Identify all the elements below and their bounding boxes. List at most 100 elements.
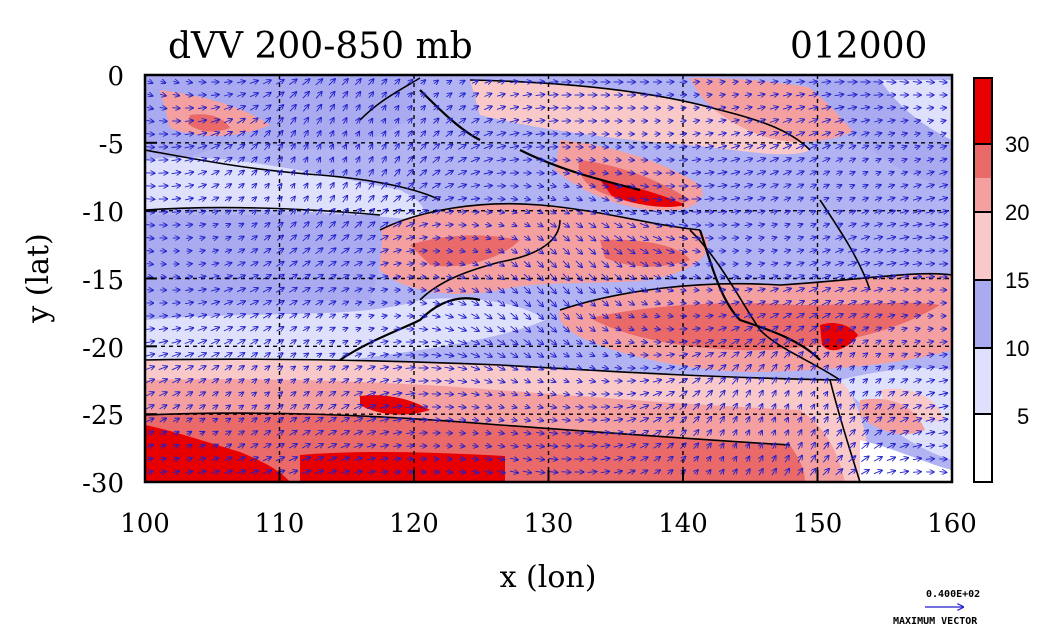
wind-vector bbox=[691, 225, 700, 226]
wind-vector bbox=[549, 235, 556, 241]
wind-vector bbox=[316, 105, 322, 112]
wind-vector bbox=[730, 172, 740, 174]
wind-vector bbox=[186, 251, 192, 252]
wind-vector bbox=[524, 224, 529, 227]
wind-vector bbox=[849, 198, 854, 200]
y-axis-label: y (lat) bbox=[21, 233, 56, 323]
wind-vector bbox=[913, 172, 921, 174]
wind-vector bbox=[925, 459, 934, 460]
wind-vector bbox=[407, 144, 413, 151]
wind-vector bbox=[757, 94, 764, 96]
wind-vector bbox=[900, 198, 907, 201]
wind-vector bbox=[887, 133, 894, 135]
wind-vector bbox=[601, 185, 608, 187]
y-tick-label: -25 bbox=[82, 401, 124, 431]
wind-vector bbox=[483, 159, 492, 162]
wind-vector bbox=[706, 107, 712, 108]
wind-vector bbox=[601, 198, 609, 201]
wind-vector bbox=[263, 118, 271, 125]
wind-vector bbox=[383, 132, 386, 137]
wind-vector bbox=[380, 183, 386, 190]
wind-vector bbox=[849, 172, 854, 174]
wind-vector bbox=[370, 119, 373, 124]
wind-vector bbox=[184, 133, 194, 134]
wind-vector bbox=[863, 172, 868, 174]
wind-vector bbox=[522, 107, 532, 109]
wind-vector bbox=[783, 171, 791, 174]
wind-vector bbox=[147, 277, 153, 278]
wind-vector bbox=[718, 133, 726, 135]
wind-vector bbox=[512, 224, 517, 226]
wind-vector bbox=[537, 198, 542, 200]
wind-vector bbox=[731, 120, 738, 122]
wind-vector bbox=[717, 172, 727, 174]
wind-vector bbox=[652, 224, 662, 227]
wind-vector bbox=[145, 212, 155, 213]
wind-vector bbox=[678, 237, 687, 239]
wind-vector bbox=[369, 105, 372, 111]
wind-vector bbox=[704, 146, 713, 148]
wind-vector bbox=[497, 94, 505, 96]
wind-vector bbox=[444, 211, 453, 213]
wind-vector bbox=[251, 223, 257, 227]
wind-vector bbox=[784, 237, 789, 239]
wind-vector bbox=[522, 81, 531, 82]
wind-vector bbox=[691, 186, 701, 187]
wind-vector bbox=[861, 133, 868, 136]
wind-vector bbox=[419, 183, 426, 190]
wind-vector bbox=[171, 159, 181, 160]
wind-vector bbox=[588, 222, 596, 227]
wind-vector bbox=[679, 147, 686, 148]
wind-vector bbox=[356, 105, 360, 112]
wind-vector bbox=[706, 82, 712, 83]
wind-vector bbox=[278, 210, 282, 215]
wind-vector bbox=[317, 131, 320, 138]
wind-vector bbox=[744, 211, 751, 213]
wind-vector bbox=[836, 211, 842, 213]
wind-vector bbox=[652, 198, 662, 200]
wind-vector bbox=[344, 131, 347, 137]
wind-vector bbox=[667, 108, 673, 109]
wind-vector bbox=[496, 159, 506, 161]
wind-vector bbox=[366, 249, 375, 253]
wind-vector bbox=[369, 170, 373, 177]
wind-vector bbox=[550, 211, 555, 214]
wind-vector bbox=[392, 236, 401, 239]
wind-vector bbox=[847, 107, 857, 109]
wind-vector bbox=[276, 236, 283, 241]
wind-vector bbox=[406, 250, 413, 252]
wind-vector bbox=[848, 224, 856, 227]
wind-vector bbox=[304, 144, 307, 151]
wind-vector bbox=[680, 108, 686, 109]
wind-vector bbox=[184, 146, 194, 148]
wind-vector bbox=[744, 238, 751, 239]
wind-vector bbox=[808, 94, 818, 96]
wind-vector bbox=[457, 171, 466, 175]
wind-vector bbox=[341, 249, 348, 254]
wind-vector bbox=[535, 82, 544, 83]
wind-vector-field bbox=[145, 79, 948, 476]
wind-vector bbox=[835, 224, 842, 227]
wind-vector bbox=[289, 235, 296, 242]
wind-vector bbox=[913, 472, 921, 473]
wind-vector bbox=[419, 144, 425, 151]
wind-vector bbox=[562, 211, 569, 214]
wind-vector bbox=[730, 159, 740, 162]
wind-vector bbox=[678, 160, 687, 161]
wind-vector bbox=[772, 237, 777, 238]
wind-vector bbox=[576, 173, 581, 174]
wind-vector bbox=[370, 144, 373, 150]
wind-vector bbox=[782, 120, 791, 123]
wind-vector bbox=[875, 159, 880, 161]
wind-vector bbox=[344, 145, 346, 150]
wind-vector bbox=[470, 158, 479, 162]
wind-vector bbox=[224, 250, 231, 252]
wind-vector bbox=[797, 211, 802, 213]
wind-vector bbox=[252, 210, 256, 213]
wind-vector bbox=[743, 198, 752, 200]
wind-vector bbox=[483, 132, 492, 136]
wind-vector bbox=[769, 120, 778, 123]
wind-vector bbox=[330, 118, 334, 125]
wind-vector bbox=[252, 197, 256, 201]
